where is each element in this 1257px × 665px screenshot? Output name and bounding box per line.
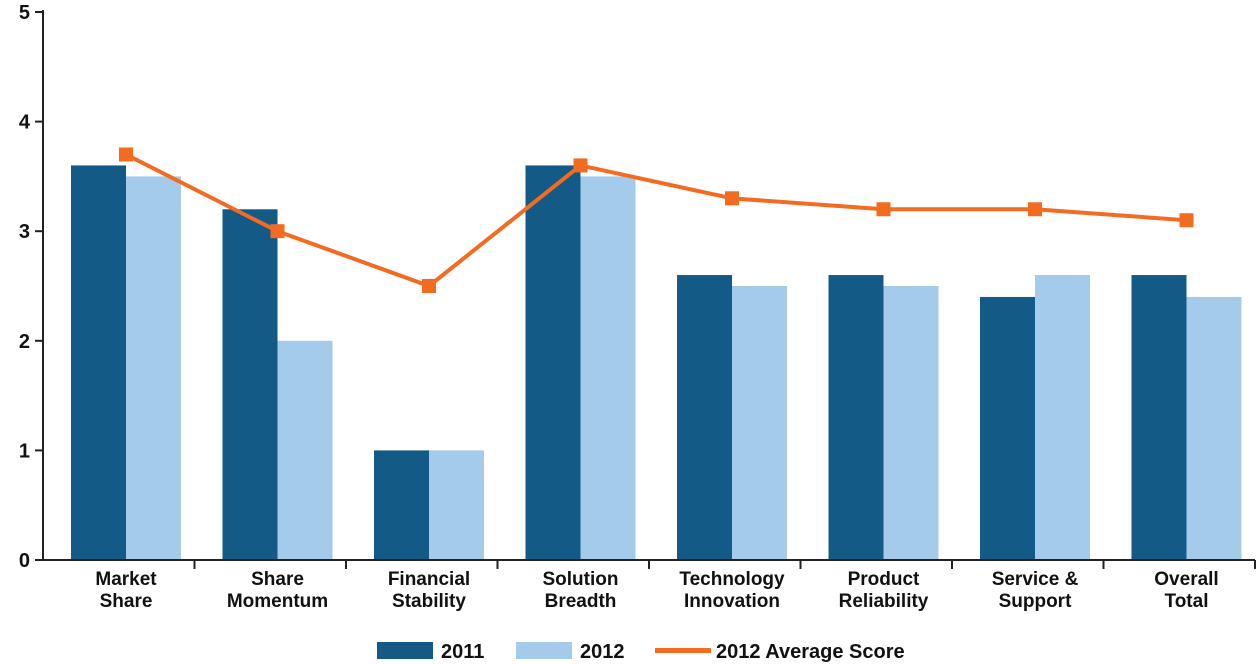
bar-2012-6 bbox=[1035, 275, 1090, 560]
y-tick-label: 0 bbox=[19, 550, 30, 572]
average-score-marker-6 bbox=[1028, 202, 1042, 217]
legend-swatch-2011 bbox=[377, 642, 433, 659]
bar-2012-4 bbox=[732, 286, 787, 560]
average-line bbox=[119, 147, 1194, 293]
bar-2012-1 bbox=[277, 340, 333, 560]
bar-2011-4 bbox=[677, 275, 732, 560]
x-tick-label: Total bbox=[1165, 591, 1209, 612]
x-tick-label: Reliability bbox=[839, 591, 929, 612]
y-tick-label: 1 bbox=[19, 440, 30, 462]
bar-2012-3 bbox=[580, 176, 636, 560]
bar-2012-0 bbox=[126, 176, 181, 560]
x-tick-label: Market bbox=[95, 569, 157, 590]
x-tick-label: Product bbox=[848, 569, 920, 590]
x-tick-label: Solution bbox=[543, 569, 619, 590]
bar-2011-0 bbox=[71, 165, 126, 560]
bar-2012-7 bbox=[1186, 296, 1242, 560]
y-tick-label: 5 bbox=[19, 2, 30, 24]
legend-label-2012: 2012 bbox=[580, 641, 625, 663]
legend: 2011 2012 2012 Average Score bbox=[377, 641, 905, 663]
axes: 012345MarketShareShareMomentumFinancialS… bbox=[19, 2, 1256, 612]
legend-label-2011: 2011 bbox=[441, 641, 484, 663]
x-tick-label: Support bbox=[999, 591, 1072, 612]
x-tick-label: Momentum bbox=[227, 591, 328, 612]
bar-2011-2 bbox=[374, 450, 429, 560]
y-tick-label: 4 bbox=[19, 112, 31, 134]
bar-2011-3 bbox=[525, 165, 581, 560]
y-tick-label: 2 bbox=[19, 331, 30, 353]
x-tick-label: Breadth bbox=[545, 591, 617, 612]
bar-2012-2 bbox=[429, 450, 484, 560]
legend-swatch-2012 bbox=[516, 642, 572, 659]
legend-swatch-2012-average-score bbox=[655, 648, 711, 653]
x-tick-label: Financial bbox=[388, 569, 470, 590]
average-score-marker-0 bbox=[119, 147, 133, 162]
bar-2011-7 bbox=[1131, 275, 1187, 560]
x-tick-label: Innovation bbox=[684, 591, 780, 612]
bars bbox=[71, 165, 1242, 560]
x-tick-label: Stability bbox=[392, 591, 466, 612]
average-score-marker-2 bbox=[422, 279, 436, 293]
x-tick-label: Share bbox=[100, 591, 153, 612]
average-score-marker-7 bbox=[1179, 213, 1194, 228]
average-score-marker-3 bbox=[573, 158, 588, 173]
legend-label-2012-average-score: 2012 Average Score bbox=[716, 641, 905, 663]
x-tick-label: Technology bbox=[679, 569, 785, 590]
bar-2011-6 bbox=[980, 296, 1035, 560]
average-score-line bbox=[125, 152, 1187, 288]
y-tick-label: 3 bbox=[19, 221, 30, 243]
x-tick-label: Service & bbox=[992, 569, 1079, 590]
bar-2011-1 bbox=[222, 209, 278, 560]
average-score-marker-5 bbox=[876, 202, 891, 217]
x-tick-label: Overall bbox=[1154, 569, 1218, 590]
x-tick-label: Share bbox=[251, 569, 304, 590]
bar-2011-5 bbox=[828, 275, 884, 560]
average-score-marker-4 bbox=[725, 191, 739, 206]
bar-2012-5 bbox=[883, 286, 939, 560]
average-score-marker-1 bbox=[270, 224, 285, 239]
